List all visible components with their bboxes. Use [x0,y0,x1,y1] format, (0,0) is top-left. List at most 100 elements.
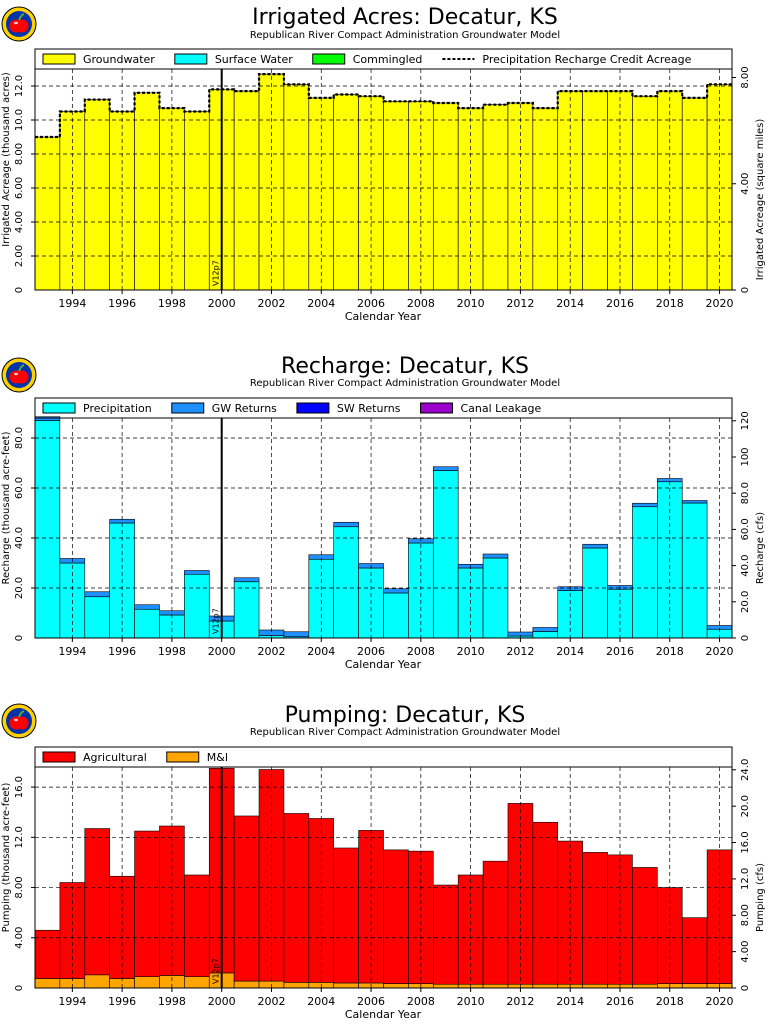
bar-gw-returns [681,500,708,504]
bar-agricultural [383,849,409,984]
y-axis-label: Recharge (thousand acre-feet) [1,431,12,584]
y-tick-label: 10.0 [14,109,25,131]
y-tick-label: 8.00 [14,143,25,165]
x-tick-label: 2004 [307,297,335,310]
y-tick-label: 2.00 [14,245,25,267]
y2-tick-label: 100 [740,447,751,466]
x-tick-label: 2012 [506,297,534,310]
y-tick-label: 0 [14,635,25,641]
bar-precipitation [308,558,335,639]
precipitation-recharge-credit-line [35,73,732,139]
y2-tick-label: 8.00 [740,66,751,88]
apple-shine [14,21,18,25]
y2-tick-label: 120 [740,411,751,430]
y2-tick-label: 0 [740,635,751,641]
bar-gw-returns [283,631,310,638]
y-tick-label: 0 [14,985,25,991]
x-tick-label: 2018 [656,297,684,310]
bar-groundwater [34,136,61,291]
y-tick-label: 20.0 [14,577,25,599]
y2-tick-label: 8.00 [740,904,751,926]
bar-precipitation [632,506,658,639]
chart-title: Pumping: Decatur, KS [285,703,526,728]
chart-subtitle: Republican River Compact Administration … [250,727,560,738]
x-tick-label: 2002 [257,645,285,658]
x-tick-label: 2006 [357,995,385,1008]
version-marker-label: V12p7 [212,958,221,984]
y2-tick-label: 0 [740,287,751,293]
bar-agricultural [632,867,658,985]
bar-groundwater [582,90,608,291]
bar-precipitation [134,608,160,639]
bar-precipitation [582,547,608,639]
bar-precipitation [233,581,260,639]
y2-tick-label: 60.0 [740,518,751,540]
bar-gw-returns [383,588,409,594]
x-tick-label: 2020 [706,995,734,1008]
bar-agricultural [432,884,459,985]
plot-frame [34,417,733,639]
apple-shine [14,372,18,376]
apple-shine [14,718,18,722]
bar-m-i [383,983,409,989]
x-tick-label: 2008 [407,995,435,1008]
plot-frame [34,766,733,989]
x-tick-label: 2010 [457,297,485,310]
y-tick-label: 12.0 [14,75,25,97]
y2-tick-label: 0 [740,985,751,991]
bar-groundwater [59,111,86,291]
bar-m-i [532,983,559,989]
legend-item-label: GW Returns [212,402,277,415]
bar-precipitation [34,420,61,639]
x-tick-label: 2014 [556,645,584,658]
legend-swatch [171,402,205,414]
y2-tick-label: 24.0 [740,759,751,781]
y2-tick-label: 40.0 [740,554,751,576]
legend-swatch [296,402,330,414]
bar-precipitation [681,502,708,639]
apple-right-lobe [15,19,29,33]
bar-groundwater [184,111,210,291]
bar-precipitation [482,557,509,639]
y-tick-label: 16.0 [14,776,25,798]
y2-tick-label: 4.00 [740,173,751,195]
bar-gw-returns [233,577,260,583]
y2-tick-label: 80.0 [740,482,751,504]
bar-m-i [34,978,61,989]
bar-m-i [184,976,210,989]
bar-precipitation [84,596,110,639]
chart-title: Recharge: Decatur, KS [281,354,529,379]
bar-groundwater [681,97,708,291]
bar-m-i [134,976,160,989]
legend-item-label: Agricultural [83,751,147,764]
bar-agricultural [681,917,708,984]
x-tick-label: 2016 [606,995,634,1008]
bar-gw-returns [532,627,559,632]
version-marker-label: V12p7 [212,608,221,634]
bar-gw-returns [84,591,110,598]
bar-agricultural [134,830,160,977]
bar-precipitation [383,592,409,639]
bar-agricultural [482,860,509,985]
bar-m-i [681,983,708,989]
bar-groundwater [134,92,160,291]
legend-swatch [420,402,453,414]
apple-logo-icon [1,6,37,42]
chart-subtitle: Republican River Compact Administration … [250,30,560,41]
y2-tick-label: 20.0 [740,591,751,613]
x-tick-label: 2010 [457,995,485,1008]
bar-groundwater [109,111,135,291]
y-tick-label: 40.0 [14,527,25,549]
y-tick-label: 8.00 [14,876,25,898]
x-tick-label: 1994 [58,995,86,1008]
x-tick-label: 2018 [656,645,684,658]
bar-agricultural [184,874,210,977]
bar-agricultural [582,852,608,985]
x-tick-label: 2004 [307,995,335,1008]
x-tick-label: 1996 [108,995,136,1008]
x-tick-label: 2006 [357,645,385,658]
y2-tick-label: 4.00 [740,941,751,963]
legend-item-label: Commingled [353,53,423,66]
